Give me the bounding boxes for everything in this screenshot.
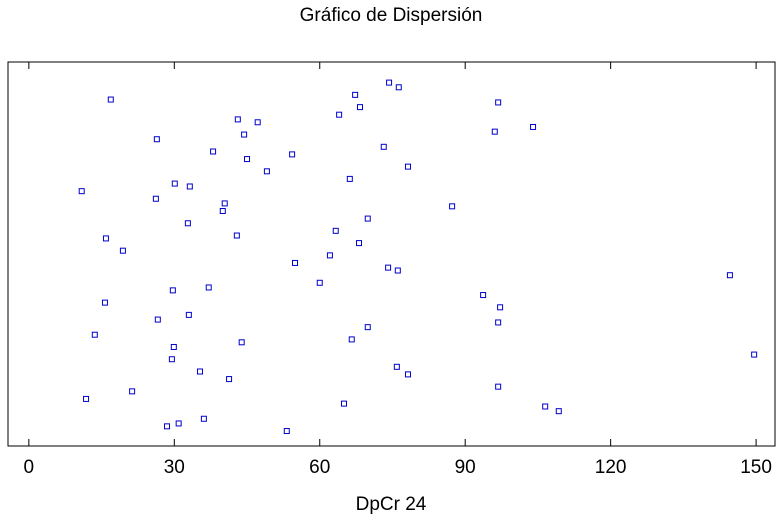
point — [219, 208, 226, 215]
point — [169, 287, 176, 294]
point — [497, 304, 504, 311]
point — [380, 143, 387, 150]
point — [394, 267, 401, 274]
point — [102, 235, 109, 242]
point — [129, 388, 136, 395]
point — [356, 104, 363, 111]
point — [107, 96, 114, 103]
point — [154, 316, 161, 323]
point — [233, 232, 240, 239]
point — [449, 203, 456, 210]
point — [200, 415, 207, 422]
x-tick-label: 90 — [455, 457, 476, 478]
point — [91, 331, 98, 338]
point — [196, 368, 203, 375]
plot-frame — [7, 61, 776, 447]
point — [205, 284, 212, 291]
x-tick-label: 60 — [309, 457, 330, 478]
point — [254, 119, 261, 126]
point — [393, 363, 400, 370]
chart-title: Gráfico de Dispersión — [300, 5, 483, 26]
point — [385, 264, 392, 271]
point — [184, 220, 191, 227]
point — [404, 163, 411, 170]
point — [404, 371, 411, 378]
point — [226, 376, 233, 383]
point — [316, 279, 323, 286]
point — [364, 324, 371, 331]
point — [171, 180, 178, 187]
point — [175, 420, 182, 427]
point — [263, 168, 270, 175]
point — [152, 195, 159, 202]
x-axis-label: DpCr 24 — [356, 494, 427, 515]
point — [153, 136, 160, 143]
point — [292, 259, 299, 266]
point — [234, 116, 241, 123]
point — [542, 403, 549, 410]
point — [348, 336, 355, 343]
point — [119, 247, 126, 254]
point — [83, 395, 90, 402]
point — [340, 400, 347, 407]
point — [726, 272, 733, 279]
point — [395, 84, 402, 91]
point — [241, 131, 248, 138]
point — [326, 252, 333, 259]
point — [244, 156, 251, 163]
point — [386, 79, 393, 86]
x-tick-label: 30 — [164, 457, 185, 478]
point — [170, 343, 177, 350]
point — [185, 311, 192, 318]
point — [495, 383, 502, 390]
point — [336, 111, 343, 118]
point — [364, 215, 371, 222]
point — [289, 151, 296, 158]
point — [751, 351, 758, 358]
point — [210, 148, 217, 155]
point — [480, 292, 487, 299]
point — [283, 428, 290, 435]
point — [491, 128, 498, 135]
point — [221, 200, 228, 207]
point — [101, 299, 108, 306]
point — [495, 319, 502, 326]
x-tick-label: 150 — [740, 457, 772, 478]
x-tick-label: 0 — [24, 457, 35, 478]
point — [356, 240, 363, 247]
point — [352, 91, 359, 98]
point — [186, 183, 193, 190]
point — [346, 175, 353, 182]
point — [168, 356, 175, 363]
point — [78, 188, 85, 195]
point — [238, 339, 245, 346]
point — [495, 99, 502, 106]
point — [555, 408, 562, 415]
point — [332, 227, 339, 234]
x-tick-label: 120 — [595, 457, 627, 478]
point — [530, 123, 537, 130]
point — [164, 423, 171, 430]
